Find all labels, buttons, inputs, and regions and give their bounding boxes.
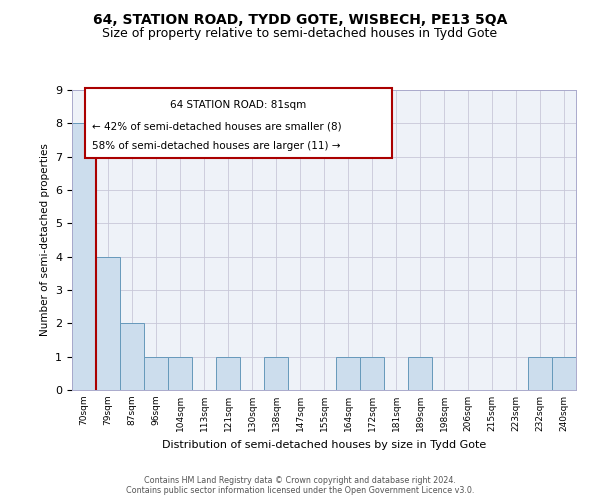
Text: Size of property relative to semi-detached houses in Tydd Gote: Size of property relative to semi-detach… [103,28,497,40]
Bar [552,356,576,390]
X-axis label: Distribution of semi-detached houses by size in Tydd Gote: Distribution of semi-detached houses by … [162,440,486,450]
Bar [408,356,432,390]
Bar [216,356,240,390]
Bar [144,356,168,390]
FancyBboxPatch shape [85,88,392,158]
Text: ← 42% of semi-detached houses are smaller (8): ← 42% of semi-detached houses are smalle… [92,122,342,132]
Bar [336,356,360,390]
Bar [96,256,120,390]
Text: 64, STATION ROAD, TYDD GOTE, WISBECH, PE13 5QA: 64, STATION ROAD, TYDD GOTE, WISBECH, PE… [93,12,507,26]
Bar [168,356,192,390]
Text: Contains HM Land Registry data © Crown copyright and database right 2024.: Contains HM Land Registry data © Crown c… [144,476,456,485]
Y-axis label: Number of semi-detached properties: Number of semi-detached properties [40,144,50,336]
Bar [528,356,552,390]
Bar [72,124,96,390]
Bar [120,324,144,390]
Text: 64 STATION ROAD: 81sqm: 64 STATION ROAD: 81sqm [170,100,307,110]
Bar [360,356,384,390]
Bar [264,356,288,390]
Text: 58% of semi-detached houses are larger (11) →: 58% of semi-detached houses are larger (… [92,141,341,151]
Text: Contains public sector information licensed under the Open Government Licence v3: Contains public sector information licen… [126,486,474,495]
